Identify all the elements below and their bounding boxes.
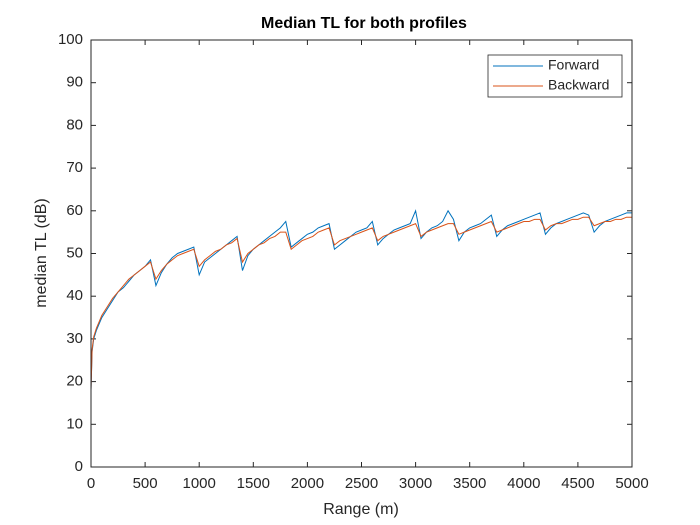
x-tick-label: 1000 (183, 475, 216, 492)
x-tick-label: 2500 (345, 475, 378, 492)
y-tick-label: 100 (58, 31, 83, 48)
chart-title: Median TL for both profiles (261, 15, 467, 32)
x-tick-label: 3000 (399, 475, 432, 492)
x-tick-label: 1500 (237, 475, 270, 492)
x-tick-label: 4500 (561, 475, 594, 492)
y-tick-label: 0 (75, 458, 83, 475)
y-tick-label: 80 (66, 116, 83, 133)
x-tick-label: 4000 (507, 475, 540, 492)
legend-label: Forward (548, 57, 599, 73)
x-axis-label: Range (m) (323, 501, 399, 518)
axes-box (90, 39, 633, 468)
x-tick-label: 500 (133, 475, 158, 492)
y-tick-label: 30 (66, 330, 83, 347)
x-tick-label: 2000 (291, 475, 324, 492)
y-tick-label: 90 (66, 74, 83, 91)
y-tick-label: 60 (66, 202, 83, 219)
x-tick-label: 3500 (453, 475, 486, 492)
x-tick-label: 0 (87, 475, 95, 492)
y-axis-label: median TL (dB) (33, 198, 50, 307)
y-tick-label: 50 (66, 244, 83, 261)
plot-area (91, 40, 632, 467)
x-tick-label: 5000 (615, 475, 648, 492)
y-tick-label: 20 (66, 373, 83, 390)
series-line (90, 216, 632, 391)
y-tick-label: 10 (66, 415, 83, 432)
legend-box (487, 54, 623, 98)
y-tick-label: 70 (66, 159, 83, 176)
y-tick-label: 40 (66, 287, 83, 304)
legend-label: Backward (548, 77, 609, 93)
